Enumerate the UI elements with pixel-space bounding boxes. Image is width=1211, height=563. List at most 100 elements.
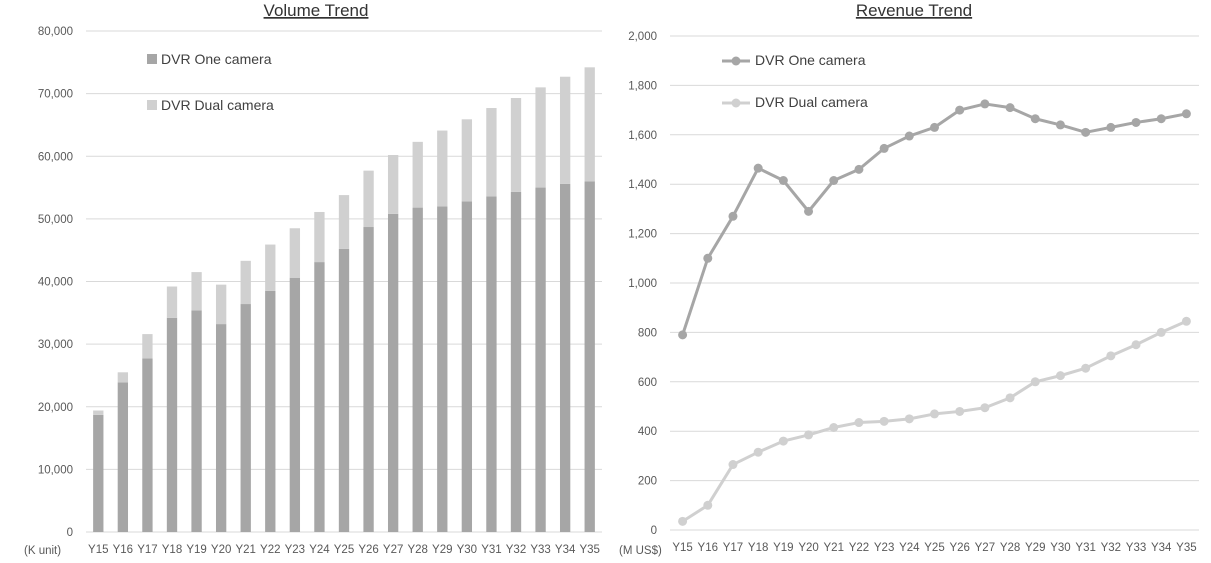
data-point-dual-camera — [1030, 377, 1040, 387]
bar-segment-one-camera — [437, 206, 448, 532]
volume-legend: DVR One camera DVR Dual camera — [147, 51, 274, 113]
data-point-one-camera — [1030, 114, 1040, 124]
volume-y-tick-label: 10,000 — [38, 464, 73, 476]
bar-segment-one-camera — [363, 227, 374, 533]
legend-marker-one-camera — [731, 56, 741, 66]
volume-x-tick-label: Y35 — [579, 544, 599, 556]
bar-segment-one-camera — [510, 191, 522, 533]
volume-x-tick-label: Y30 — [457, 544, 477, 556]
revenue-y-tick-label: 1,200 — [628, 229, 657, 241]
data-point-dual-camera — [904, 414, 914, 424]
data-point-dual-camera — [1081, 363, 1091, 373]
revenue-x-tick-label: Y18 — [748, 542, 768, 554]
volume-x-tick-label: Y26 — [358, 544, 378, 556]
legend-label-dual-camera: DVR Dual camera — [161, 97, 274, 113]
data-point-one-camera — [1055, 120, 1065, 130]
data-point-dual-camera — [1131, 340, 1141, 350]
revenue-x-tick-label: Y21 — [824, 542, 844, 554]
bar-segment-dual-camera — [461, 119, 473, 202]
bar-segment-dual-camera — [215, 284, 227, 325]
revenue-x-tick-label: Y34 — [1151, 542, 1172, 554]
volume-x-tick-label: Y21 — [235, 544, 255, 556]
legend-marker-dual-camera — [731, 98, 741, 108]
revenue-x-tick-label: Y35 — [1176, 542, 1196, 554]
volume-x-axis: Y15 Y16 Y17 Y18 Y19 Y20 Y21 Y22 Y23 Y24 Y25 Y26 Y27 Y… — [88, 544, 600, 556]
data-point-one-camera — [1156, 114, 1166, 124]
revenue-unit-label: (M US$) — [619, 545, 662, 557]
data-point-dual-camera — [678, 516, 688, 526]
volume-y-tick-label: 50,000 — [38, 214, 73, 226]
bar-segment-dual-camera — [363, 170, 374, 228]
data-point-one-camera — [678, 330, 688, 340]
volume-chart-title: Volume Trend — [264, 1, 369, 20]
volume-y-tick-label: 20,000 — [38, 402, 73, 414]
bar-segment-one-camera — [338, 248, 350, 532]
volume-x-tick-label: Y16 — [113, 544, 133, 556]
revenue-y-tick-label: 800 — [638, 327, 657, 339]
revenue-y-tick-label: 600 — [638, 377, 657, 389]
bar-segment-one-camera — [191, 310, 202, 532]
data-point-dual-camera — [854, 418, 864, 428]
bar-segment-dual-camera — [265, 244, 276, 291]
bar-segment-one-camera — [289, 277, 301, 532]
volume-unit-label: (K unit) — [24, 545, 61, 557]
volume-trend-chart: Volume Trend 0 10,000 20,000 30,000 40,000 50… — [24, 1, 602, 557]
bar-segment-one-camera — [486, 196, 497, 532]
revenue-y-tick-label: 2,000 — [628, 31, 657, 43]
revenue-x-tick-label: Y30 — [1050, 542, 1070, 554]
bar-segment-dual-camera — [191, 272, 202, 311]
volume-x-tick-label: Y24 — [309, 544, 330, 556]
revenue-y-tick-label: 1,400 — [628, 179, 657, 191]
bar-segment-dual-camera — [584, 67, 595, 182]
bar-segment-dual-camera — [314, 211, 325, 263]
data-point-dual-camera — [1106, 351, 1116, 361]
revenue-x-axis: Y15 Y16 Y17 Y18 Y19 Y20 Y21 Y22 Y23 Y24 Y25 Y26 Y27 Y… — [672, 542, 1196, 554]
series-line-one-camera — [681, 102, 1187, 336]
revenue-x-tick-label: Y16 — [698, 542, 718, 554]
revenue-x-tick-label: Y19 — [773, 542, 793, 554]
revenue-x-tick-label: Y22 — [849, 542, 869, 554]
data-point-dual-camera — [804, 430, 814, 440]
volume-x-tick-label: Y25 — [334, 544, 354, 556]
revenue-x-tick-label: Y17 — [723, 542, 743, 554]
bar-segment-one-camera — [240, 304, 251, 532]
legend-label-revenue-dual-camera: DVR Dual camera — [755, 94, 868, 110]
data-point-one-camera — [854, 164, 864, 174]
volume-x-tick-label: Y18 — [162, 544, 182, 556]
volume-x-tick-label: Y20 — [211, 544, 231, 556]
bar-segment-one-camera — [412, 207, 423, 533]
bar-segment-one-camera — [314, 262, 325, 532]
volume-x-tick-label: Y31 — [481, 544, 501, 556]
data-point-one-camera — [904, 131, 914, 141]
bar-segment-one-camera — [584, 181, 595, 533]
revenue-lines — [678, 99, 1191, 526]
volume-y-axis: 0 10,000 20,000 30,000 40,000 50,000 60,000 70,… — [38, 26, 73, 539]
bar-segment-dual-camera — [437, 130, 448, 207]
bar-segment-one-camera — [265, 290, 276, 532]
volume-x-tick-label: Y27 — [383, 544, 403, 556]
data-point-one-camera — [930, 122, 939, 132]
data-point-dual-camera — [1181, 316, 1191, 326]
revenue-y-tick-label: 0 — [651, 525, 657, 537]
bar-segment-dual-camera — [510, 98, 522, 192]
data-point-one-camera — [980, 99, 990, 109]
data-point-dual-camera — [955, 406, 965, 416]
revenue-legend: DVR One camera DVR Dual camera — [722, 52, 868, 110]
data-point-one-camera — [1005, 103, 1015, 113]
volume-y-tick-label: 30,000 — [38, 339, 73, 351]
bar-segment-dual-camera — [387, 154, 399, 214]
data-point-one-camera — [728, 211, 738, 221]
revenue-x-tick-label: Y28 — [1000, 542, 1020, 554]
legend-label-revenue-one-camera: DVR One camera — [755, 52, 866, 68]
series-line-dual-camera — [681, 319, 1188, 523]
revenue-y-tick-label: 400 — [638, 426, 657, 438]
revenue-x-tick-label: Y25 — [924, 542, 944, 554]
bar-segment-dual-camera — [166, 286, 178, 318]
data-point-dual-camera — [753, 447, 763, 457]
volume-y-tick-label: 0 — [67, 527, 73, 539]
revenue-y-tick-label: 1,600 — [628, 130, 657, 142]
legend-label-one-camera: DVR One camera — [161, 51, 272, 67]
bar-segment-one-camera — [535, 187, 546, 532]
revenue-y-tick-label: 1,800 — [628, 80, 657, 92]
